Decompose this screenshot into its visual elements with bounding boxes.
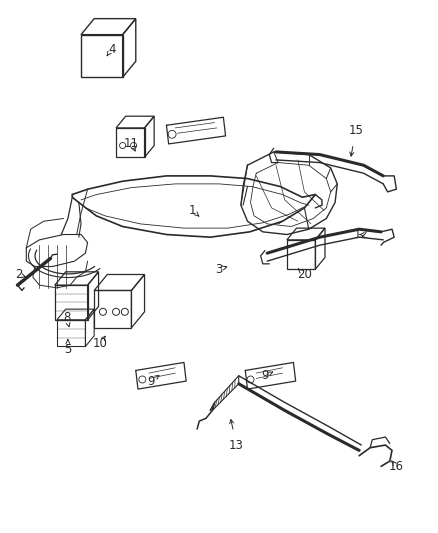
Text: 5: 5 — [64, 343, 71, 356]
Text: 9: 9 — [261, 369, 269, 382]
Text: 12: 12 — [354, 228, 369, 241]
Text: 13: 13 — [229, 439, 244, 451]
Text: 9: 9 — [147, 375, 155, 387]
Text: 15: 15 — [348, 124, 363, 137]
Text: 4: 4 — [108, 43, 116, 55]
Text: 10: 10 — [92, 337, 107, 350]
Text: 2: 2 — [14, 268, 22, 281]
Text: 3: 3 — [215, 263, 223, 276]
Text: 1: 1 — [189, 204, 197, 217]
Text: 20: 20 — [297, 268, 312, 281]
Text: 16: 16 — [389, 460, 404, 473]
Text: 8: 8 — [63, 311, 70, 324]
Text: 11: 11 — [124, 138, 139, 150]
